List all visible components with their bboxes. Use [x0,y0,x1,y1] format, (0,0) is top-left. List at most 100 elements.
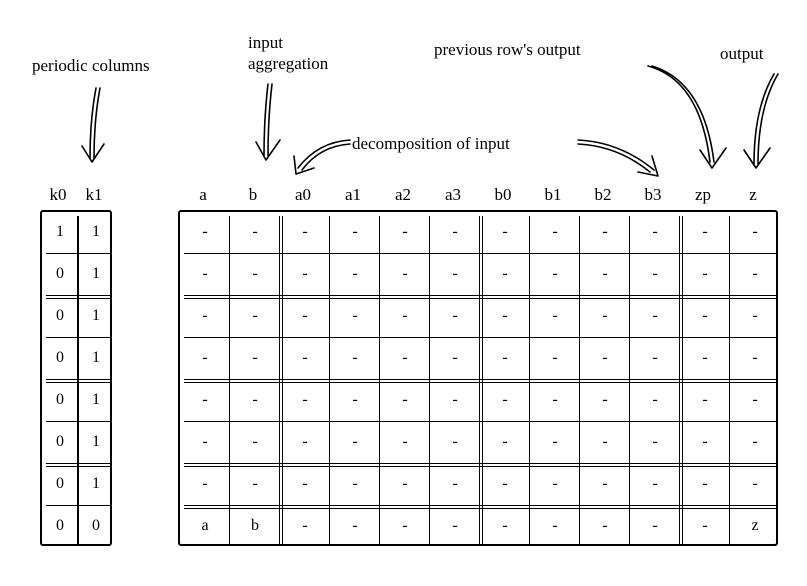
right-cell: - [180,433,230,451]
right-cell: - [480,517,530,535]
right-cell: - [280,391,330,409]
right-cell: - [580,223,630,241]
right-cell: - [480,475,530,493]
right-cell: - [430,475,480,493]
right-cell: - [580,391,630,409]
periodic-arrow-icon [70,80,130,180]
right-cell: - [330,391,380,409]
right-cell: - [280,307,330,325]
left-cell: 1 [78,265,114,283]
right-cell: - [330,307,380,325]
right-cell: - [530,349,580,367]
left-cell: 0 [42,433,78,451]
right-cell: - [480,223,530,241]
left-cell: 0 [42,391,78,409]
right-cell: - [280,265,330,283]
left-cell: 1 [42,223,78,241]
right-cell: - [580,307,630,325]
right-table: ----------------------------------------… [178,210,778,546]
right-header-zp: zp [683,185,723,205]
right-cell: - [180,349,230,367]
right-cell: - [180,475,230,493]
right-cell: - [330,223,380,241]
right-header-b1: b1 [533,185,573,205]
right-cell: - [430,349,480,367]
right-cell: - [430,433,480,451]
right-header-a1: a1 [333,185,373,205]
prev-output-arrow-icon [640,60,740,180]
left-table: 1101010101010100 [40,210,112,546]
periodic-columns-label: periodic columns [32,56,150,76]
right-cell: - [530,391,580,409]
right-header-b3: b3 [633,185,673,205]
right-cell: - [330,349,380,367]
right-cell: - [680,517,730,535]
right-cell: - [180,223,230,241]
right-cell: - [630,433,680,451]
right-cell: - [330,265,380,283]
right-header-z: z [733,185,773,205]
right-cell: - [530,265,580,283]
right-header-a0: a0 [283,185,323,205]
right-cell: - [480,265,530,283]
right-header-b2: b2 [583,185,623,205]
right-cell: - [580,517,630,535]
input-aggregation-label: inputaggregation [248,32,328,75]
right-cell: - [430,307,480,325]
right-cell: - [430,391,480,409]
left-header-k0: k0 [38,185,78,205]
right-cell: - [580,265,630,283]
right-cell: - [380,223,430,241]
right-cell: - [380,433,430,451]
right-cell: - [530,517,580,535]
left-cell: 0 [42,265,78,283]
right-cell: - [630,223,680,241]
right-header-b: b [233,185,273,205]
right-header-b0: b0 [483,185,523,205]
right-cell: - [730,223,780,241]
right-cell: - [180,265,230,283]
right-cell: - [730,475,780,493]
right-cell: - [730,265,780,283]
right-cell: - [280,223,330,241]
right-cell: - [730,391,780,409]
right-cell: - [380,391,430,409]
right-cell: - [280,517,330,535]
right-cell: - [230,223,280,241]
right-cell: - [530,475,580,493]
right-cell: - [480,433,530,451]
right-cell: - [380,475,430,493]
left-cell: 1 [78,223,114,241]
right-cell: - [630,391,680,409]
right-cell: - [730,433,780,451]
right-cell: - [630,475,680,493]
right-cell: - [680,223,730,241]
left-cell: 1 [78,349,114,367]
right-cell: - [230,475,280,493]
right-cell: - [280,475,330,493]
right-cell: - [230,349,280,367]
right-cell: - [680,475,730,493]
left-cell: 1 [78,391,114,409]
right-cell: - [330,433,380,451]
left-cell: 1 [78,475,114,493]
right-cell: - [630,517,680,535]
input-agg-line1: inputaggregation [248,33,328,73]
right-cell: - [230,307,280,325]
decomp-left-arrow-icon [288,128,358,188]
right-cell: b [230,517,280,535]
right-cell: - [730,307,780,325]
right-cell: - [430,517,480,535]
left-cell: 1 [78,307,114,325]
right-cell: - [230,433,280,451]
right-cell: - [180,307,230,325]
left-cell: 0 [42,307,78,325]
right-cell: - [380,265,430,283]
right-header-a2: a2 [383,185,423,205]
right-header-a3: a3 [433,185,473,205]
left-header-k1: k1 [74,185,114,205]
right-cell: - [530,307,580,325]
left-cell: 1 [78,433,114,451]
left-cell: 0 [78,517,114,535]
right-cell: - [230,265,280,283]
